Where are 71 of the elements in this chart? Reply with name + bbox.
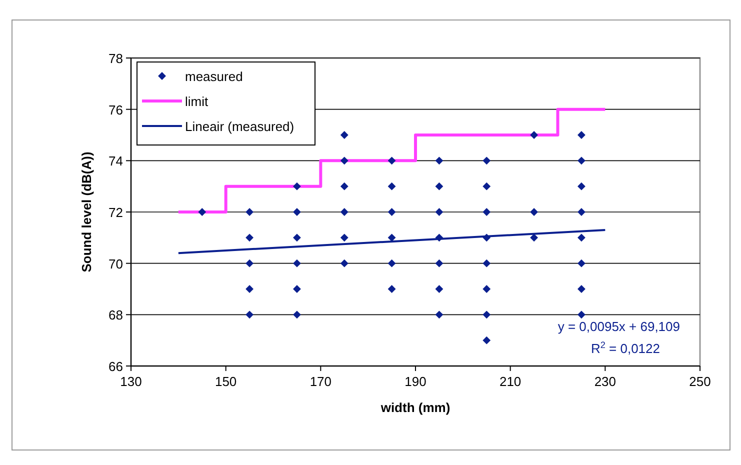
y-tick-label: 76 bbox=[108, 102, 123, 118]
annotation: R$^{2}$ = 0,0122 bbox=[590, 340, 660, 356]
point bbox=[246, 234, 254, 242]
x-tick-label: 210 bbox=[499, 374, 522, 389]
y-tick-label: 68 bbox=[108, 308, 123, 323]
point bbox=[292, 259, 301, 268]
point bbox=[482, 336, 491, 344]
point bbox=[246, 310, 254, 319]
point bbox=[577, 259, 586, 268]
point bbox=[340, 208, 348, 216]
y-tick-label: 66 bbox=[108, 359, 123, 374]
point bbox=[482, 156, 491, 165]
point bbox=[577, 182, 586, 190]
point bbox=[435, 259, 444, 268]
point bbox=[340, 259, 348, 268]
y-tick-label: 74 bbox=[108, 154, 123, 169]
point bbox=[435, 310, 444, 319]
legend-label: Lineair (measured) bbox=[185, 119, 294, 134]
point bbox=[435, 285, 444, 293]
point bbox=[340, 131, 348, 139]
point bbox=[577, 131, 586, 139]
point bbox=[292, 234, 301, 242]
point bbox=[530, 208, 538, 216]
point bbox=[388, 259, 396, 268]
point bbox=[388, 182, 396, 190]
point bbox=[482, 285, 491, 293]
point bbox=[577, 208, 586, 216]
point bbox=[530, 131, 538, 139]
point bbox=[292, 310, 301, 319]
point bbox=[246, 259, 254, 268]
x-axis-title: width (mm) bbox=[380, 400, 450, 415]
point bbox=[435, 234, 444, 242]
point bbox=[388, 285, 396, 293]
point bbox=[482, 259, 491, 268]
point bbox=[577, 156, 586, 165]
point bbox=[435, 182, 444, 190]
point bbox=[482, 310, 491, 319]
point bbox=[435, 156, 444, 165]
point bbox=[388, 156, 396, 165]
x-tick-label: 190 bbox=[404, 374, 426, 389]
point bbox=[577, 310, 586, 319]
x-tick-label: 150 bbox=[214, 374, 237, 389]
legend-label: limit bbox=[185, 94, 208, 109]
y-tick-label: 78 bbox=[108, 51, 123, 66]
point bbox=[292, 208, 301, 216]
point bbox=[292, 182, 301, 190]
point bbox=[340, 234, 348, 242]
legend-label: measured bbox=[185, 69, 243, 84]
point bbox=[388, 234, 396, 242]
point bbox=[530, 234, 538, 242]
point bbox=[577, 285, 586, 293]
annotation: y = 0,0095x + 69,109 bbox=[558, 319, 680, 334]
point bbox=[577, 234, 586, 242]
x-tick-label: 170 bbox=[310, 374, 332, 389]
point bbox=[246, 208, 254, 216]
point bbox=[482, 182, 491, 190]
y-tick-label: 70 bbox=[108, 256, 123, 272]
point bbox=[340, 182, 348, 190]
point bbox=[198, 208, 206, 216]
point bbox=[340, 156, 348, 165]
point bbox=[482, 234, 491, 242]
point bbox=[246, 285, 254, 293]
point bbox=[292, 285, 301, 293]
point bbox=[482, 208, 491, 216]
y-tick-label: 72 bbox=[108, 205, 123, 220]
x-tick-label: 130 bbox=[120, 374, 142, 389]
point bbox=[435, 208, 444, 216]
y-axis-title: Sound level (dB(A)) bbox=[79, 152, 94, 272]
x-tick-label: 230 bbox=[594, 374, 616, 389]
point bbox=[388, 208, 396, 216]
x-tick-label: 250 bbox=[689, 374, 711, 389]
